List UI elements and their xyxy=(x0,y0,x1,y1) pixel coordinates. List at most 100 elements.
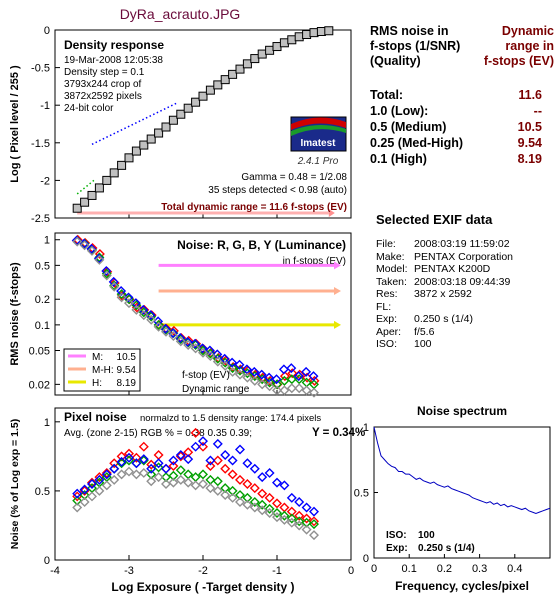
pixel-point-g xyxy=(242,492,253,503)
pixel-point-r xyxy=(175,451,186,462)
pixel-point-g xyxy=(227,485,238,496)
pixel-point-r xyxy=(198,441,208,452)
dynamic-range-arrow xyxy=(328,209,335,217)
density-info-line: 24-bit color xyxy=(64,103,114,114)
summary-row-value: -- xyxy=(533,104,542,118)
pixel-point-r xyxy=(294,510,305,521)
noise-point-y xyxy=(212,356,223,367)
noise-point-b xyxy=(190,338,201,349)
pixel-x-tick-label: 0 xyxy=(348,565,354,577)
density-point xyxy=(220,75,230,85)
pixel-point-r xyxy=(205,461,216,472)
summary-row-value: 10.5 xyxy=(517,120,542,134)
pixel-point-g xyxy=(175,465,186,476)
pixel-point-r xyxy=(94,472,105,483)
pixel-point-y xyxy=(146,476,157,487)
pixel-point-b xyxy=(146,463,157,474)
density-info-line: 3872x2592 pixels xyxy=(64,91,142,102)
pixel-x-tick-label: -2 xyxy=(198,565,208,577)
noise-point-b xyxy=(86,243,97,254)
pixel-point-b xyxy=(109,463,120,474)
pixel-point-r xyxy=(301,513,312,524)
density-point xyxy=(117,160,127,170)
pixel-point-b xyxy=(257,472,268,483)
noise-point-y xyxy=(146,314,157,325)
exif-row: Taken: 2008:03:18 09:44:39 xyxy=(376,276,510,288)
pixel-point-y xyxy=(220,490,231,501)
spectrum-title: Noise spectrum xyxy=(417,404,507,418)
pixel-point-b xyxy=(131,458,142,469)
density-point xyxy=(205,85,215,95)
pixel-point-b xyxy=(124,452,134,463)
noise-point-b xyxy=(138,304,149,315)
density-point xyxy=(316,27,326,37)
pixel-y-tick-label: 0.5 xyxy=(35,486,50,498)
noise-point-y xyxy=(153,321,164,332)
pixel-point-y xyxy=(198,479,208,489)
density-y-tick-label: -2 xyxy=(40,175,50,187)
exif-key: FL: xyxy=(376,300,392,313)
density-point xyxy=(228,69,238,79)
noise-point-r xyxy=(287,368,298,379)
density-point xyxy=(250,54,260,64)
noise-title: Noise: R, G, B, Y (Luminance) xyxy=(177,238,346,252)
rms-heading-line: (Quality) xyxy=(370,54,421,68)
pixel-point-y xyxy=(227,492,238,503)
pixel-point-y xyxy=(264,508,275,519)
pixel-point-y xyxy=(72,502,83,513)
pixel-point-g xyxy=(168,470,179,481)
noise-point-y xyxy=(249,375,260,386)
pixel-x-axis-label: Log Exposure ( -Target density ) xyxy=(111,580,294,594)
spectrum-line xyxy=(373,426,551,514)
noise-point-y xyxy=(79,240,90,251)
density-y-tick-label: 0 xyxy=(44,25,50,37)
noise-point-y xyxy=(124,298,134,309)
density-point xyxy=(168,115,178,125)
density-point xyxy=(191,97,201,107)
pixel-noise-avg: Avg. (zone 2-15) RGB % = 0.38 0.35 0.39; xyxy=(64,428,252,439)
noise-point-y xyxy=(198,347,208,358)
pixel-point-g xyxy=(272,508,282,519)
density-info-line: 3793x244 crop of xyxy=(64,79,142,90)
pixel-point-r xyxy=(249,483,260,494)
pixel-point-b xyxy=(205,455,216,466)
spectrum-x-axis-label: Frequency, cycles/pixel xyxy=(395,579,529,593)
noise-y-tick-label: 1 xyxy=(44,235,50,247)
density-point xyxy=(109,168,119,178)
noise-point-y xyxy=(242,372,253,383)
density-y-tick-label: -2.5 xyxy=(31,213,50,225)
noise-point-r xyxy=(139,304,150,315)
pixel-point-r xyxy=(309,516,319,527)
pixel-point-b xyxy=(190,441,201,452)
pixel-point-y xyxy=(101,480,112,491)
pixel-point-r xyxy=(183,447,194,458)
pixel-point-r xyxy=(131,452,142,463)
density-info-line: 19-Mar-2008 12:05:38 xyxy=(64,55,163,66)
pixel-point-y xyxy=(272,512,282,523)
spectrum-x-tick-label: 0.3 xyxy=(472,563,487,575)
noise-level-arrow xyxy=(334,261,341,270)
pixel-point-b xyxy=(183,454,194,465)
noise-y-tick-label: 0.05 xyxy=(29,345,50,357)
noise-point-g xyxy=(279,375,290,386)
pixel-point-y xyxy=(153,472,164,483)
pixel-point-g xyxy=(153,462,164,473)
pixel-point-y xyxy=(249,502,260,513)
density-point xyxy=(161,122,171,132)
pixel-point-y xyxy=(124,466,134,477)
pixel-point-y xyxy=(138,467,149,478)
pixel-point-y xyxy=(205,483,216,494)
density-point xyxy=(257,49,267,59)
noise-point-g xyxy=(212,353,223,364)
density-point xyxy=(272,42,282,52)
exif-key: Aper: xyxy=(376,325,402,338)
spectrum-y-tick-label: 0.5 xyxy=(354,488,369,500)
density-y-tick-label: -0.5 xyxy=(31,63,50,75)
pixel-point-y xyxy=(109,474,120,485)
noise-point-b xyxy=(256,369,267,380)
pixel-point-r xyxy=(235,474,245,485)
exif-value: 3872 x 2592 xyxy=(414,288,472,300)
density-point xyxy=(287,35,297,45)
density-y-tick-label: -1.5 xyxy=(31,138,50,150)
noise-point-y xyxy=(279,385,290,396)
